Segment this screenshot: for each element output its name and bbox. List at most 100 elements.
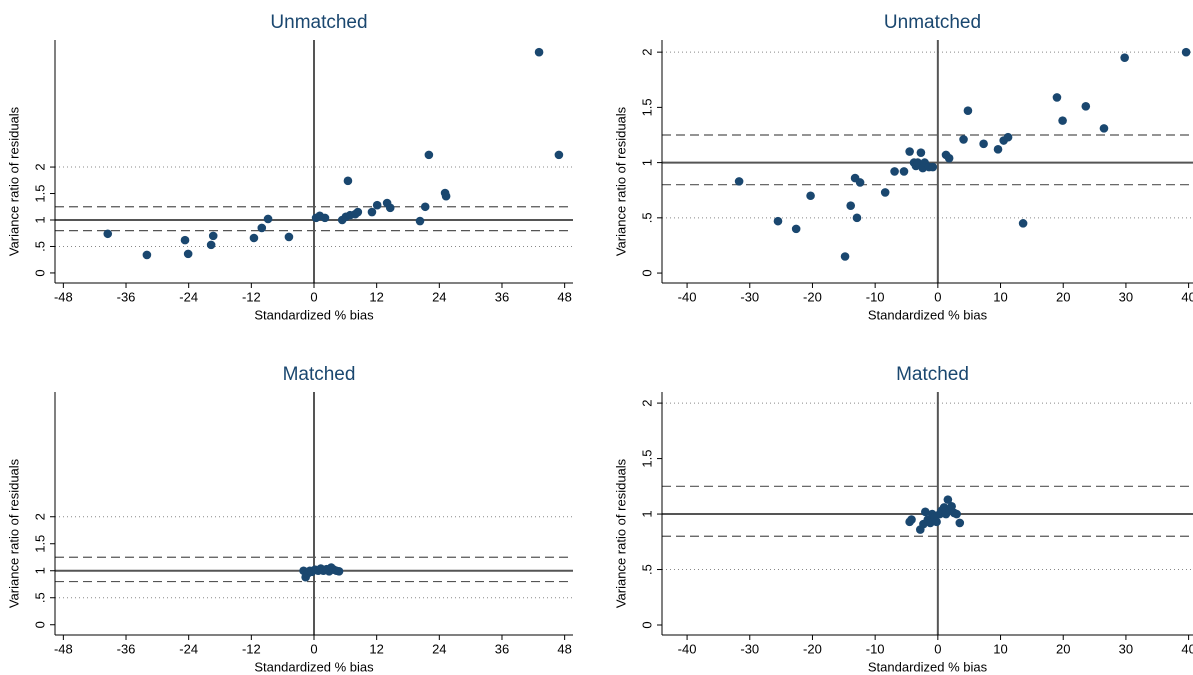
point [208, 231, 218, 241]
x-tick-label: 0 [310, 289, 317, 304]
point [103, 229, 113, 239]
x-tick-label: 0 [934, 641, 941, 656]
point [952, 509, 961, 519]
point [257, 223, 267, 233]
point [855, 178, 865, 187]
y-tick-label: .5 [32, 241, 47, 252]
x-tick-label: -48 [54, 289, 73, 304]
x-tick-label: -30 [740, 289, 759, 304]
x-tick-label: 0 [310, 641, 317, 656]
y-axis-title: Variance ratio of residuals [613, 458, 628, 608]
point [441, 191, 451, 201]
x-tick-label: 0 [934, 289, 941, 304]
point [773, 216, 783, 226]
x-tick-label: 48 [557, 289, 571, 304]
y-axis-title: Variance ratio of residuals [6, 458, 21, 608]
y-tick-label: 0 [32, 269, 47, 276]
point [385, 203, 395, 213]
x-tick-label: 20 [1056, 641, 1070, 656]
x-tick-label: 40 [1181, 289, 1193, 304]
y-axis-title: Variance ratio of residuals [6, 106, 21, 256]
point [367, 207, 377, 217]
x-tick-label: -30 [740, 641, 759, 656]
y-axis-title: Variance ratio of residuals [613, 106, 628, 256]
point [913, 158, 923, 167]
x-tick-label: -20 [803, 289, 822, 304]
point [907, 515, 916, 524]
y-tick-label: 2 [32, 163, 47, 170]
point [343, 176, 353, 186]
x-tick-label: 10 [993, 289, 1007, 304]
point [1120, 53, 1129, 62]
point [1081, 101, 1091, 111]
x-axis-title: Standardized % bias [868, 659, 988, 674]
point [1181, 47, 1191, 57]
point [993, 145, 1003, 154]
y-tick-label: 0 [639, 269, 654, 276]
x-tick-label: -12 [242, 641, 261, 656]
chart-title: Unmatched [884, 12, 981, 33]
point [183, 249, 193, 259]
point [921, 507, 930, 517]
point [1052, 93, 1062, 102]
x-tick-label: -36 [117, 641, 136, 656]
point [1003, 132, 1013, 142]
point [734, 177, 744, 186]
point [880, 188, 890, 197]
y-tick-label: .5 [639, 564, 654, 575]
y-tick-label: 1 [639, 510, 654, 517]
chart-title: Matched [896, 364, 969, 385]
point [372, 200, 382, 210]
x-axis-title: Standardized % bias [254, 307, 374, 322]
y-tick-label: 0 [639, 621, 654, 628]
point [1058, 116, 1067, 125]
x-tick-label: 30 [1119, 289, 1133, 304]
x-tick-label: 10 [993, 641, 1007, 656]
x-tick-label: 24 [432, 641, 446, 656]
point [420, 202, 430, 212]
point [943, 495, 953, 504]
point [890, 167, 899, 176]
x-axis-title: Standardized % bias [868, 307, 988, 322]
point [846, 201, 856, 210]
chart-title: Matched [283, 364, 356, 385]
point [840, 252, 850, 261]
point [142, 250, 152, 260]
point [979, 139, 988, 149]
x-tick-label: 30 [1119, 641, 1133, 656]
x-tick-label: -24 [179, 641, 198, 656]
y-tick-label: 1.5 [32, 535, 47, 553]
y-tick-label: 1 [32, 216, 47, 223]
point [249, 233, 259, 243]
x-tick-label: 12 [369, 641, 383, 656]
y-tick-label: 1 [32, 567, 47, 574]
point [206, 240, 216, 250]
y-tick-label: 1.5 [32, 184, 47, 202]
point [1018, 219, 1028, 228]
point [959, 135, 968, 144]
point [806, 191, 815, 201]
x-tick-label: -12 [242, 289, 261, 304]
point [932, 517, 941, 527]
y-tick-label: 0 [32, 621, 47, 628]
point [534, 47, 544, 57]
x-tick-label: 48 [557, 641, 571, 656]
x-tick-label: 24 [432, 289, 446, 304]
x-tick-label: 40 [1181, 641, 1193, 656]
x-tick-label: 36 [495, 289, 509, 304]
point [928, 162, 938, 172]
y-tick-label: 1 [639, 159, 654, 166]
x-tick-label: -40 [678, 289, 697, 304]
x-tick-label: -48 [54, 641, 73, 656]
y-tick-label: 2 [639, 399, 654, 406]
x-tick-label: 12 [369, 289, 383, 304]
point [263, 214, 273, 224]
y-tick-label: .5 [639, 212, 654, 223]
y-tick-label: 1.5 [639, 450, 654, 468]
y-tick-label: 2 [32, 513, 47, 520]
x-tick-label: -24 [179, 289, 198, 304]
point [320, 213, 330, 223]
point [180, 235, 190, 245]
x-tick-label: -40 [678, 641, 697, 656]
